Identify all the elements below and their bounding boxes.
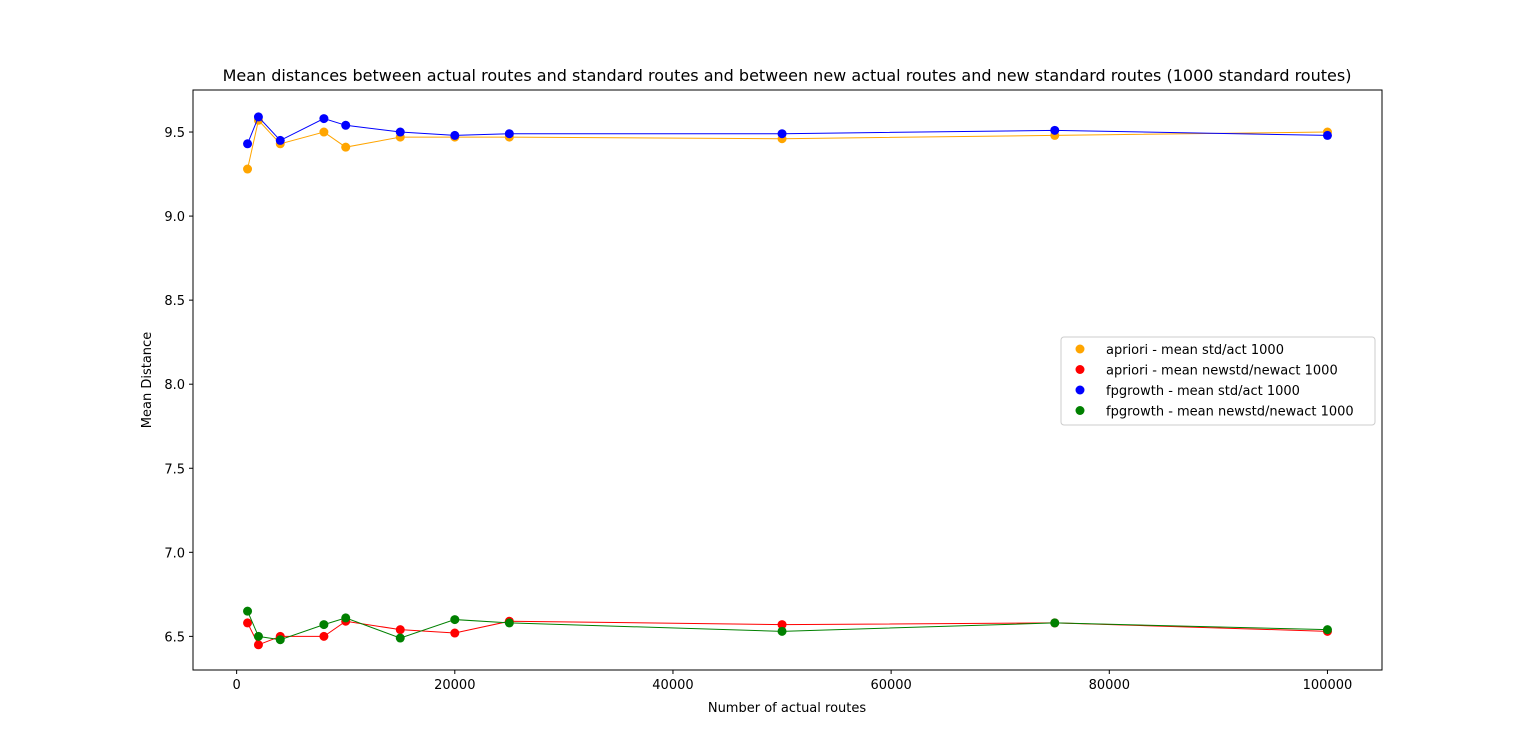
y-tick-label: 8.5 (164, 294, 185, 309)
data-point (243, 606, 253, 616)
data-point (1050, 618, 1060, 628)
plot-area (192, 89, 1383, 671)
series-2 (243, 112, 1332, 149)
series-0 (243, 115, 1332, 174)
legend-marker (1075, 406, 1085, 415)
data-point (341, 142, 351, 152)
data-point (243, 139, 253, 149)
y-axis-label: Mean Distance (140, 332, 155, 428)
legend-label: fpgrowth - mean newstd/newact 1000 (1106, 405, 1354, 420)
series-layer (243, 112, 1332, 650)
data-point (243, 618, 253, 628)
data-point (450, 628, 460, 638)
x-tick-label: 0 (232, 678, 240, 693)
legend-label: apriori - mean std/act 1000 (1106, 343, 1284, 358)
data-point (243, 164, 253, 174)
x-tick-label: 40000 (652, 678, 693, 693)
x-tick-label: 100000 (1303, 678, 1353, 693)
data-point (395, 127, 405, 137)
series-3 (243, 606, 1332, 645)
legend-marker (1075, 385, 1085, 395)
data-point (1322, 130, 1332, 140)
data-point (504, 129, 514, 139)
data-point (450, 130, 460, 140)
data-point (319, 620, 329, 630)
chart-title: Mean distances between actual routes and… (223, 66, 1352, 85)
series-line (247, 119, 1328, 170)
x-axis: 0 20000 40000 60000 80000 100000 (232, 670, 1352, 693)
data-point (341, 613, 351, 623)
legend-frame (1060, 336, 1376, 426)
data-point (504, 618, 514, 628)
data-point (395, 633, 405, 643)
series-line (247, 620, 1328, 646)
data-point (1050, 125, 1060, 135)
x-tick-label: 80000 (1089, 678, 1130, 693)
data-point (450, 615, 460, 625)
data-point (253, 631, 263, 641)
data-point (777, 620, 787, 630)
y-tick-label: 6.5 (164, 630, 185, 645)
legend-label: fpgrowth - mean std/act 1000 (1106, 384, 1300, 399)
legend: apriori - mean std/act 1000 apriori - mea… (1060, 336, 1376, 426)
y-tick-label: 8.0 (164, 378, 185, 393)
data-point (275, 635, 285, 645)
data-point (395, 625, 405, 635)
data-point (319, 631, 329, 641)
y-tick-label: 7.5 (164, 462, 185, 477)
data-point (319, 127, 329, 137)
data-point (253, 112, 263, 122)
x-tick-label: 20000 (434, 678, 475, 693)
data-point (319, 114, 329, 124)
series-1 (243, 616, 1332, 650)
data-point (253, 640, 263, 650)
y-tick-label: 9.5 (164, 126, 185, 141)
series-line (247, 610, 1328, 641)
x-axis-label: Number of actual routes (708, 701, 867, 716)
x-tick-label: 60000 (870, 678, 911, 693)
legend-marker (1075, 344, 1085, 354)
data-point (275, 135, 285, 145)
y-axis: 6.5 7.0 7.5 8.0 8.5 9.0 9.5 (164, 126, 193, 645)
y-tick-label: 7.0 (164, 546, 185, 561)
legend-label: apriori - mean newstd/newact 1000 (1106, 364, 1338, 379)
y-tick-label: 9.0 (164, 210, 185, 225)
data-point (777, 626, 787, 636)
legend-marker (1075, 365, 1085, 374)
series-line (247, 115, 1328, 144)
data-point (341, 120, 351, 130)
data-point (1322, 625, 1332, 635)
data-point (777, 129, 787, 139)
